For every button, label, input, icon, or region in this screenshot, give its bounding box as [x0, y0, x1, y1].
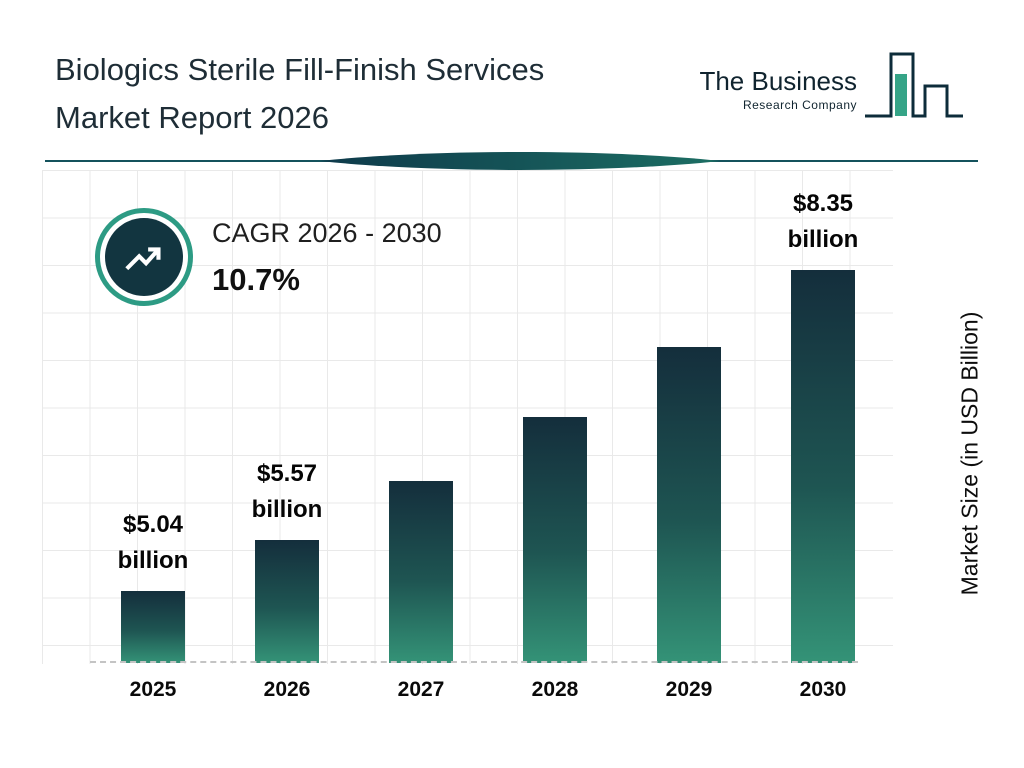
x-axis-label-2025: 2025: [129, 678, 177, 701]
cagr-label: CAGR 2026 - 2030: [212, 218, 442, 248]
bar-2027: [389, 481, 453, 663]
bar-column-2030: $8.35 billion: [756, 168, 890, 663]
company-logo: The Business Research Company: [699, 42, 966, 122]
bar-2026: [255, 540, 319, 663]
divider-line: [45, 152, 978, 170]
bar-value-label-2030: $8.35 billion: [787, 190, 859, 253]
x-axis-label-2029: 2029: [665, 678, 713, 701]
y-axis-label: Market Size (in USD Billion): [944, 238, 996, 668]
bar-column-2028: [488, 168, 622, 663]
x-axis-labels: 2025 2026 2027 2028 2029 2030: [86, 678, 890, 702]
bar-2030: [791, 270, 855, 663]
bar-value-label-2025: $5.04 billion: [117, 511, 189, 574]
bar-column-2025: $5.04 billion: [86, 168, 220, 663]
company-logo-text: The Business Research Company: [699, 66, 857, 112]
x-axis-label-2027: 2027: [397, 678, 445, 701]
page-title-line1: Biologics Sterile Fill-Finish Services: [55, 52, 545, 87]
x-axis-label-2030: 2030: [799, 678, 847, 701]
bar-column-2026: $5.57 billion: [220, 168, 354, 663]
cagr-value: 10.7%: [212, 262, 300, 297]
logo-name: The Business: [699, 66, 857, 96]
bar-value-label-2026: $5.57 billion: [251, 460, 323, 523]
page-title: Biologics Sterile Fill-Finish Services M…: [55, 46, 544, 142]
bar-2025: [121, 591, 185, 663]
trend-arrow-icon: [125, 247, 161, 271]
page-title-line2: Market Report 2026: [55, 100, 329, 136]
cagr-trend-icon: [95, 208, 193, 306]
bar-chart-logo-icon: [865, 52, 963, 118]
bar-chart: $5.04 billion $5.57 billion $8.35 billion: [86, 168, 890, 663]
x-axis-label-2028: 2028: [531, 678, 579, 701]
x-axis-baseline: [90, 661, 858, 663]
x-axis-label-2026: 2026: [263, 678, 311, 701]
bar-column-2027: [354, 168, 488, 663]
y-axis-label-text: Market Size (in USD Billion): [956, 311, 983, 595]
bar-2029: [657, 347, 721, 663]
bar-column-2029: [622, 168, 756, 663]
logo-subname: Research Company: [742, 98, 857, 112]
cagr-trend-icon-circle: [105, 218, 183, 296]
bar-2028: [523, 417, 587, 663]
